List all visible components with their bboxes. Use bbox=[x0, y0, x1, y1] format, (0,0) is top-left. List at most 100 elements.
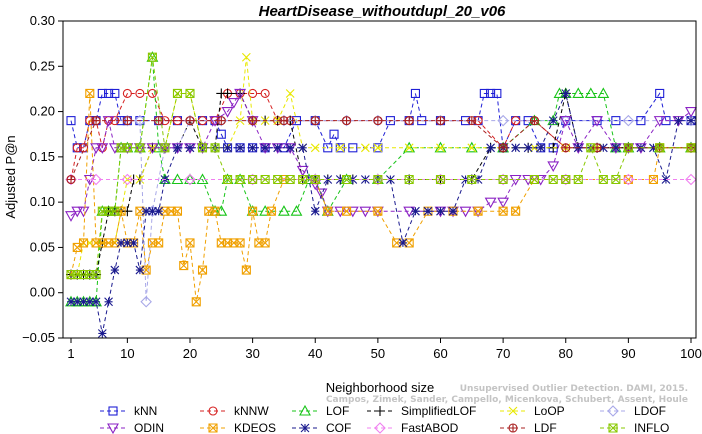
data-point bbox=[273, 143, 283, 153]
data-point bbox=[398, 238, 408, 248]
data-point bbox=[323, 206, 333, 216]
data-point bbox=[561, 174, 571, 185]
x-tick-label: 30 bbox=[245, 346, 259, 361]
series-knnw bbox=[66, 88, 696, 185]
legend-marker bbox=[508, 406, 518, 416]
data-point bbox=[342, 174, 352, 185]
data-point bbox=[548, 116, 558, 126]
legend-item-inflo: INFLO bbox=[600, 421, 669, 434]
data-point bbox=[90, 173, 102, 186]
legend-label: LOF bbox=[326, 404, 349, 418]
legend-item-knnw: kNNW bbox=[200, 404, 269, 418]
data-point bbox=[653, 116, 666, 127]
data-point bbox=[235, 174, 245, 185]
legend-marker bbox=[108, 406, 118, 416]
x-tick-label: 40 bbox=[308, 346, 322, 361]
chart-title: HeartDisease_withoutdupl_20_v06 bbox=[259, 3, 506, 20]
data-point bbox=[221, 107, 234, 118]
data-point bbox=[315, 188, 328, 200]
data-point bbox=[598, 143, 608, 153]
legend-label: KDEOS bbox=[234, 421, 276, 434]
y-tick-label: 0.10 bbox=[30, 194, 55, 209]
series-line-inflo bbox=[71, 57, 691, 276]
legend-marker bbox=[375, 406, 385, 416]
data-point bbox=[586, 143, 596, 153]
legend-item-cof: COF bbox=[292, 421, 351, 434]
x-tick-label: 50 bbox=[371, 346, 385, 361]
data-point bbox=[360, 143, 370, 153]
data-point bbox=[511, 143, 521, 153]
data-point bbox=[72, 297, 82, 307]
legend-label: LoOP bbox=[534, 404, 565, 418]
data-point bbox=[655, 143, 665, 153]
data-point bbox=[66, 116, 76, 126]
data-point bbox=[492, 88, 502, 99]
data-point bbox=[248, 174, 258, 185]
data-point bbox=[473, 206, 483, 216]
data-point bbox=[279, 116, 289, 126]
data-point bbox=[685, 173, 697, 186]
data-point bbox=[184, 173, 196, 186]
data-point bbox=[335, 143, 345, 153]
data-point bbox=[78, 238, 89, 248]
data-point bbox=[71, 206, 84, 218]
legend-item-ldof: LDOF bbox=[600, 404, 666, 418]
series-line-odin bbox=[70, 92, 692, 217]
data-point bbox=[116, 238, 126, 248]
data-point bbox=[210, 143, 220, 153]
data-point bbox=[179, 260, 189, 271]
series-line-kdeos bbox=[70, 93, 691, 302]
data-point bbox=[135, 175, 145, 184]
data-point bbox=[248, 206, 258, 216]
data-point bbox=[78, 143, 89, 153]
data-point bbox=[260, 143, 270, 153]
data-point bbox=[591, 116, 603, 127]
data-point bbox=[266, 206, 276, 216]
data-point bbox=[435, 116, 446, 126]
data-point bbox=[146, 205, 159, 217]
legend-item-simplifiedlof: SimplifiedLOF bbox=[367, 404, 476, 418]
y-tick-label: 0.15 bbox=[30, 149, 55, 164]
data-point bbox=[561, 89, 571, 98]
legend-item-kdeos: KDEOS bbox=[200, 421, 276, 434]
data-point bbox=[210, 206, 220, 216]
data-point bbox=[661, 175, 671, 184]
data-point bbox=[160, 143, 170, 153]
data-point bbox=[548, 174, 558, 185]
data-point bbox=[467, 174, 477, 185]
data-point bbox=[559, 173, 572, 186]
data-point bbox=[329, 129, 339, 139]
x-axis: 1 10 20 30 40 50 60 70 80 90 100 bbox=[67, 338, 702, 361]
data-point bbox=[172, 206, 183, 216]
legend-item-loop: LoOP bbox=[500, 404, 565, 418]
data-point bbox=[97, 88, 107, 99]
data-point bbox=[135, 265, 145, 275]
data-point bbox=[404, 116, 414, 126]
x-tick-label: 60 bbox=[433, 346, 447, 361]
y-axis-label: Adjusted P@n bbox=[3, 135, 18, 218]
x-tick-label: 70 bbox=[496, 346, 510, 361]
data-point bbox=[197, 143, 208, 153]
x-tick-label: 1 bbox=[67, 346, 74, 361]
series-line-ldof bbox=[127, 120, 691, 302]
data-point bbox=[285, 174, 295, 185]
data-point bbox=[342, 206, 352, 216]
data-point bbox=[523, 143, 533, 153]
data-point bbox=[392, 238, 402, 248]
data-point bbox=[110, 238, 120, 248]
x-tick-label: 80 bbox=[559, 346, 573, 361]
data-point bbox=[411, 206, 420, 216]
data-point bbox=[248, 88, 258, 99]
data-point bbox=[91, 116, 101, 126]
data-point bbox=[597, 87, 610, 99]
legend-label: LDOF bbox=[634, 404, 666, 418]
data-point bbox=[404, 174, 414, 185]
data-point bbox=[241, 52, 251, 62]
data-point bbox=[173, 143, 182, 153]
data-point bbox=[134, 114, 146, 127]
data-point bbox=[529, 116, 539, 126]
data-point bbox=[91, 270, 101, 280]
data-point bbox=[310, 174, 320, 185]
data-point bbox=[623, 143, 633, 153]
data-point bbox=[636, 116, 646, 126]
